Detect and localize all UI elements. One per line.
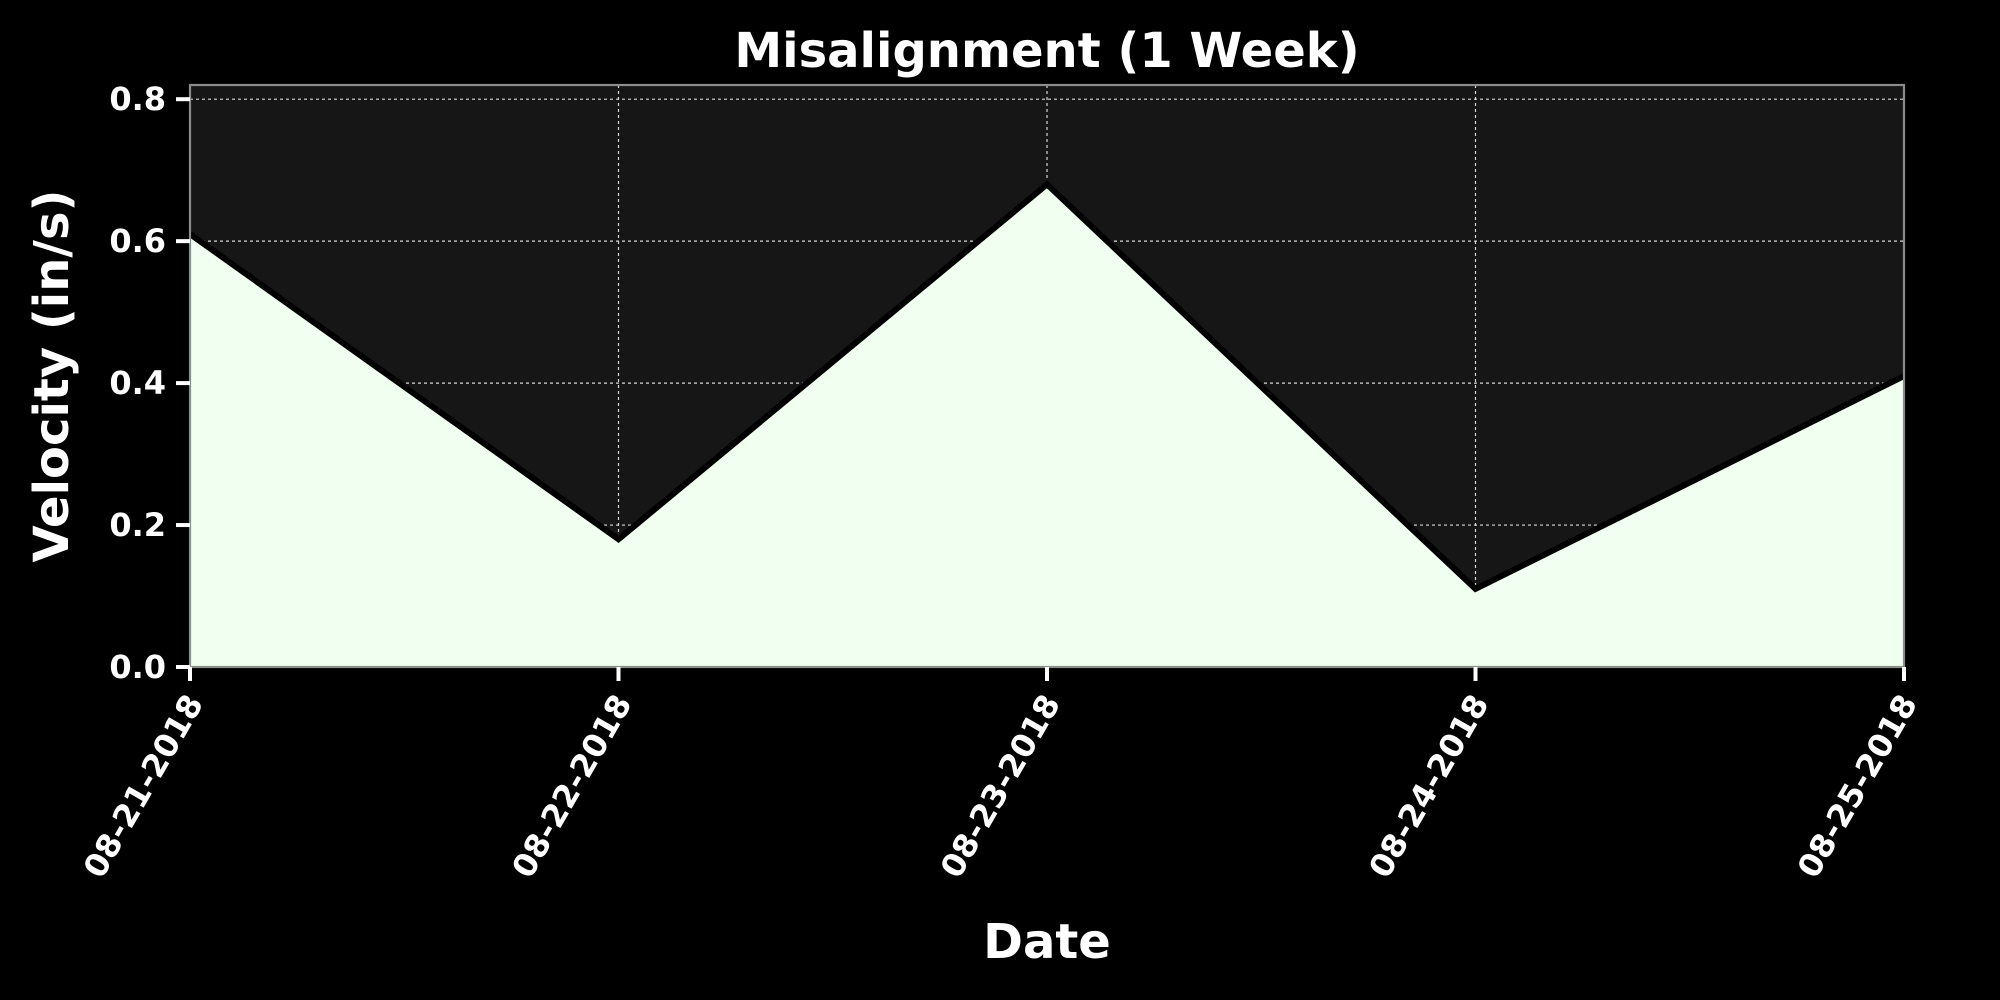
y-tick-label: 0.0 xyxy=(109,648,166,686)
y-axis-label: Velocity (in/s) xyxy=(24,190,80,563)
x-axis-label: Date xyxy=(983,914,1111,970)
area-fill xyxy=(190,184,1904,668)
y-tick-label: 0.4 xyxy=(109,364,166,402)
y-tick-label: 0.2 xyxy=(109,506,166,544)
axis-ticks xyxy=(176,97,1906,681)
y-tick-label: 0.6 xyxy=(109,222,166,260)
y-tick-label: 0.8 xyxy=(109,80,166,118)
series-line xyxy=(188,180,1906,593)
chart-title: Misalignment (1 Week) xyxy=(734,23,1359,79)
